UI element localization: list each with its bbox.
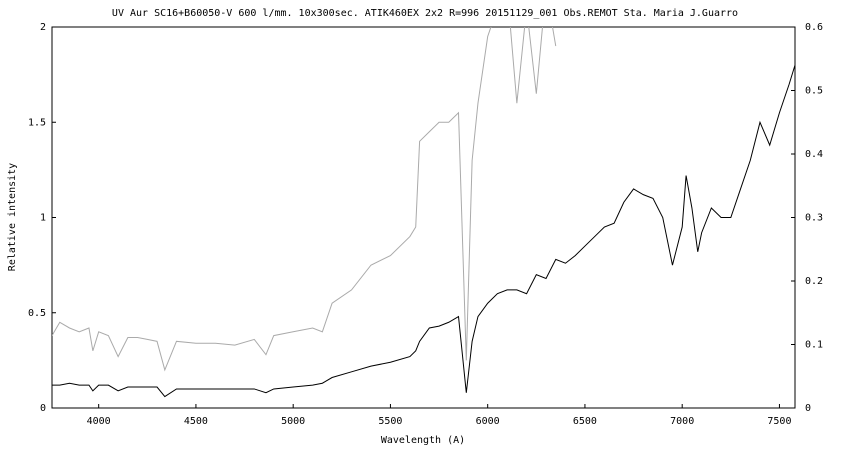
y2-tick-label: 0	[805, 403, 811, 414]
y2-tick-label: 0.1	[805, 340, 823, 351]
x-tick-label: 6500	[573, 416, 597, 427]
x-tick-label: 5000	[281, 416, 305, 427]
y2-tick-label: 0.4	[805, 149, 823, 160]
y-tick-label: 1.5	[28, 117, 46, 128]
y2-tick-label: 0.5	[805, 86, 823, 97]
x-axis-label: Wavelength (A)	[381, 435, 465, 446]
y-tick-label: 0.5	[28, 308, 46, 319]
y-tick-label: 1	[40, 213, 46, 224]
y2-tick-label: 0.3	[805, 213, 823, 224]
x-tick-label: 5500	[378, 416, 402, 427]
y-axis-label: Relative intensity	[7, 163, 18, 271]
y-tick-label: 2	[40, 22, 46, 33]
x-tick-label: 4000	[87, 416, 111, 427]
y-tick-label: 0	[40, 403, 46, 414]
y2-tick-label: 0.2	[805, 276, 823, 287]
spectrum-line	[52, 64, 795, 398]
spectrum-line	[52, 27, 557, 372]
y2-tick-label: 0.6	[805, 22, 823, 33]
chart-title: UV Aur SC16+B60050-V 600 l/mm. 10x300sec…	[112, 8, 738, 19]
x-tick-label: 6000	[476, 416, 500, 427]
x-tick-label: 4500	[184, 416, 208, 427]
x-tick-label: 7000	[670, 416, 694, 427]
plot-frame	[51, 26, 796, 409]
x-tick-label: 7500	[767, 416, 791, 427]
